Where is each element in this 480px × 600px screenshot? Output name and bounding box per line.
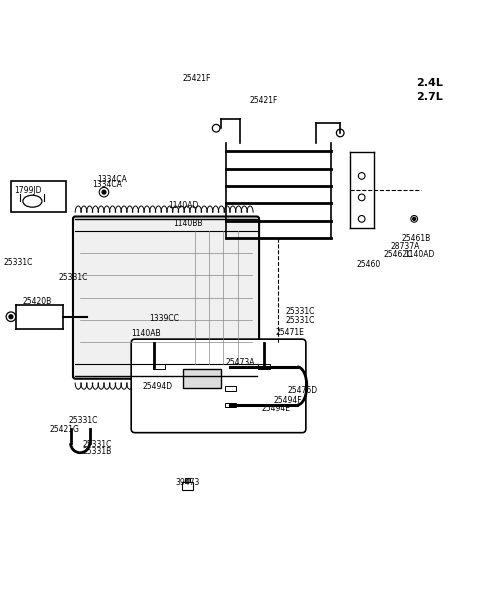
Text: 1140BB: 1140BB xyxy=(173,219,203,228)
Text: 25494E: 25494E xyxy=(262,404,290,413)
Text: 25462C: 25462C xyxy=(383,250,412,259)
Bar xyxy=(182,482,193,490)
Text: 25420B: 25420B xyxy=(23,297,52,306)
Circle shape xyxy=(413,217,416,220)
Text: 2.7L: 2.7L xyxy=(417,92,444,102)
Text: 25331C: 25331C xyxy=(83,440,112,449)
Text: 25331B: 25331B xyxy=(83,447,112,456)
Text: 1140AD: 1140AD xyxy=(405,250,435,259)
Text: 1140AB: 1140AB xyxy=(131,329,161,338)
Circle shape xyxy=(102,190,106,194)
Text: 25494D: 25494D xyxy=(142,382,172,391)
Text: 25471E: 25471E xyxy=(276,328,305,337)
Text: 25421F: 25421F xyxy=(183,74,211,83)
Bar xyxy=(225,403,236,407)
Text: 39473: 39473 xyxy=(176,478,200,487)
Text: 1334CA: 1334CA xyxy=(92,180,122,189)
Circle shape xyxy=(9,315,13,319)
Text: 25476D: 25476D xyxy=(288,386,318,395)
Bar xyxy=(225,386,236,391)
Text: 25494F: 25494F xyxy=(274,396,302,405)
Text: 1339CC: 1339CC xyxy=(149,314,179,323)
Bar xyxy=(258,364,270,369)
Text: 25421F: 25421F xyxy=(250,96,278,105)
Text: 25460: 25460 xyxy=(357,260,381,269)
Text: 25331C: 25331C xyxy=(68,416,97,425)
FancyBboxPatch shape xyxy=(73,217,259,379)
Text: 28737A: 28737A xyxy=(390,242,420,251)
Text: 25473A: 25473A xyxy=(226,358,255,367)
Bar xyxy=(11,181,66,212)
Text: 2.4L: 2.4L xyxy=(417,78,444,88)
Bar xyxy=(185,478,191,482)
Text: 25331C: 25331C xyxy=(4,258,33,267)
FancyBboxPatch shape xyxy=(131,339,306,433)
Text: 1334CA: 1334CA xyxy=(97,175,127,184)
Text: 25331C: 25331C xyxy=(285,307,315,316)
Bar xyxy=(183,369,221,388)
Bar xyxy=(153,364,165,369)
Text: 25331C: 25331C xyxy=(59,272,88,281)
Text: 25331C: 25331C xyxy=(285,316,315,325)
Text: 1140AD: 1140AD xyxy=(168,201,199,210)
Text: 1799JD: 1799JD xyxy=(14,187,42,196)
Text: 25461B: 25461B xyxy=(401,235,431,244)
Text: 25421G: 25421G xyxy=(49,425,79,434)
